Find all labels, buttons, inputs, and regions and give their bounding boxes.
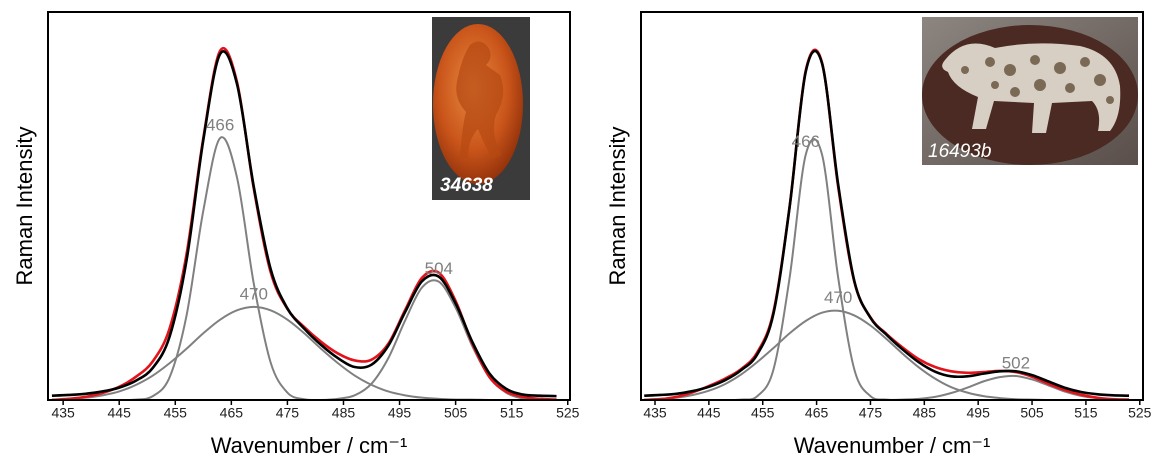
peak-label: 504 [425, 259, 453, 278]
fit-curve [51, 50, 557, 398]
x-tick-label: 515 [1074, 405, 1098, 421]
component-peak [644, 309, 1129, 400]
plot-area [51, 47, 557, 400]
inset-photo: 16493b [922, 17, 1138, 165]
fit-curve [644, 49, 1130, 398]
x-tick-label: 475 [276, 405, 300, 421]
x-tick-label: 465 [805, 405, 829, 421]
x-tick-label: 455 [164, 405, 188, 421]
x-tick-label: 485 [913, 405, 937, 421]
y-axis-label: Raman Intensity [605, 127, 630, 286]
x-tick-label: 455 [751, 405, 775, 421]
inset-label: 34638 [440, 175, 493, 196]
x-tick-label: 525 [1128, 405, 1152, 421]
peak-label: 470 [824, 288, 852, 307]
x-tick-label: 495 [967, 405, 991, 421]
y-axis-label: Raman Intensity [12, 127, 37, 286]
peak-label: 466 [206, 116, 234, 135]
component-peak [644, 374, 1130, 400]
peak-label: 502 [1002, 353, 1030, 372]
inset-photo: 34638 [432, 17, 530, 200]
plot-frame [640, 11, 1144, 401]
x-tick-label: 465 [220, 405, 244, 421]
x-tick-label: 435 [643, 405, 667, 421]
x-tick-label: 475 [859, 405, 883, 421]
x-tick-label: 505 [1020, 405, 1044, 421]
x-tick-label: 445 [108, 405, 132, 421]
x-axis-label: Wavenumber / cm⁻¹ [211, 433, 408, 458]
component-peak [51, 305, 557, 400]
x-tick-label: 435 [51, 405, 75, 421]
plot-frame [47, 11, 571, 401]
x-axis-label: Wavenumber / cm⁻¹ [794, 433, 991, 458]
x-tick-label: 505 [444, 405, 468, 421]
inset-label: 16493b [928, 141, 991, 162]
x-tick-label: 525 [556, 405, 580, 421]
peak-label: 466 [792, 132, 820, 151]
x-tick-label: 485 [332, 405, 356, 421]
component-peak [644, 138, 1129, 400]
x-tick-label: 515 [500, 405, 524, 421]
x-tick-label: 495 [388, 405, 412, 421]
x-tick-label: 445 [697, 405, 721, 421]
peak-label: 470 [240, 284, 268, 303]
